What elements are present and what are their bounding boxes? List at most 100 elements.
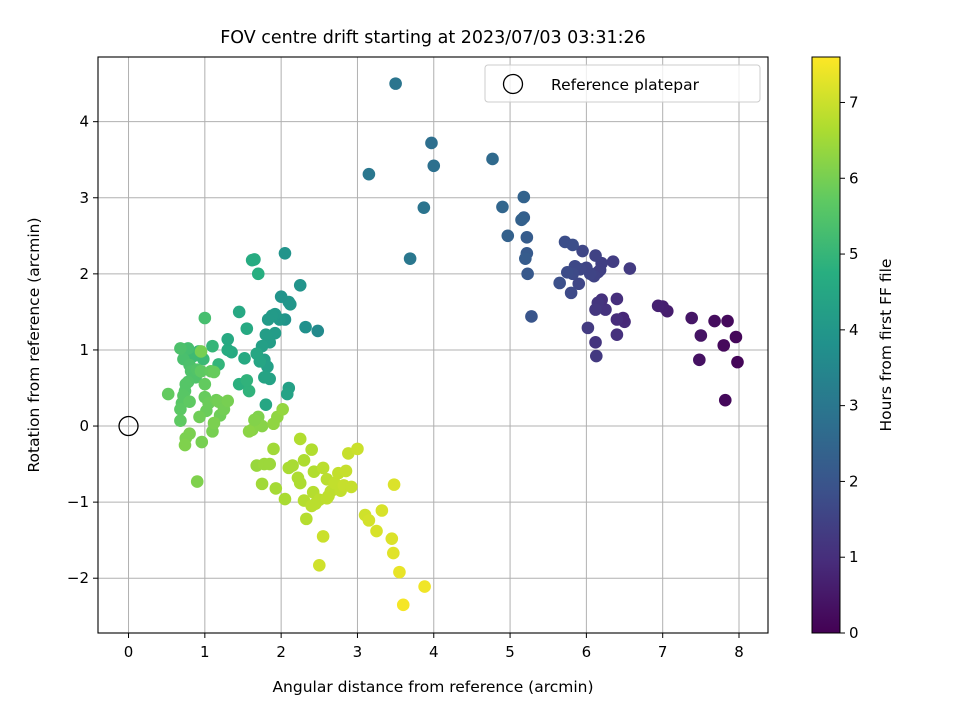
- data-point: [370, 524, 383, 538]
- data-point: [255, 477, 269, 491]
- data-point: [403, 252, 417, 265]
- data-point: [278, 492, 292, 506]
- data-point: [345, 480, 358, 494]
- data-point: [311, 324, 325, 338]
- data-point: [194, 345, 208, 358]
- data-point: [610, 328, 624, 342]
- data-point: [258, 371, 271, 384]
- chart-title: FOV centre drift starting at 2023/07/03 …: [220, 28, 646, 48]
- data-point: [572, 277, 586, 291]
- data-point: [718, 393, 732, 407]
- data-point: [418, 580, 431, 593]
- data-point: [221, 343, 235, 357]
- data-point: [316, 461, 330, 475]
- data-point: [708, 314, 721, 328]
- data-point: [501, 229, 515, 243]
- data-point: [269, 482, 283, 495]
- colorbar-tick-label: 4: [849, 321, 859, 339]
- data-point: [259, 398, 273, 412]
- data-point: [566, 238, 579, 252]
- data-point: [267, 442, 280, 456]
- y-tick-label: 4: [79, 113, 89, 131]
- data-point: [207, 416, 221, 430]
- data-point: [396, 598, 410, 612]
- reference-platepar-marker: [118, 415, 139, 437]
- colorbar-tick-label: 3: [849, 397, 859, 415]
- data-points: [161, 77, 744, 612]
- data-point: [387, 478, 401, 491]
- data-point: [729, 330, 743, 344]
- x-axis-ticks: 0 1 2 3 4 5 6 7 8: [124, 633, 744, 661]
- y-tick-label: 0: [79, 417, 89, 435]
- y-tick-label: 1: [79, 341, 89, 359]
- data-point: [161, 387, 175, 401]
- y-tick-label: −1: [67, 493, 89, 511]
- data-point: [183, 395, 196, 408]
- colorbar-label: Hours from first FF file: [877, 259, 895, 432]
- data-point: [561, 266, 574, 279]
- data-point: [589, 336, 602, 349]
- data-point: [693, 353, 706, 367]
- legend: Reference platepar: [484, 64, 761, 103]
- colorbar-tick-label: 7: [849, 93, 859, 111]
- data-point: [232, 305, 246, 319]
- data-point: [194, 364, 208, 378]
- data-point: [193, 410, 206, 424]
- data-point: [198, 311, 212, 325]
- data-point: [263, 457, 276, 471]
- y-axis-ticks: −2 −1 0 1 2 3 4: [67, 113, 98, 587]
- data-point: [207, 365, 221, 379]
- data-point: [238, 352, 251, 365]
- colorbar-tick-label: 5: [849, 245, 859, 263]
- colorbar-tick-label: 6: [849, 169, 859, 187]
- x-tick-label: 0: [124, 643, 134, 661]
- data-point: [610, 313, 624, 326]
- data-point: [293, 278, 307, 292]
- data-point: [581, 321, 595, 335]
- data-point: [312, 558, 326, 572]
- data-point: [564, 286, 578, 300]
- data-point: [519, 252, 532, 265]
- data-point: [496, 200, 509, 214]
- data-point: [240, 374, 254, 387]
- data-point: [623, 262, 637, 275]
- data-point: [375, 504, 389, 517]
- data-point: [174, 342, 187, 355]
- x-tick-label: 4: [429, 643, 439, 661]
- data-point: [174, 414, 187, 428]
- data-point: [517, 190, 531, 204]
- data-point: [221, 332, 235, 346]
- x-tick-label: 6: [582, 643, 592, 661]
- data-point: [280, 387, 294, 401]
- x-tick-label: 1: [200, 643, 210, 661]
- data-point: [316, 530, 330, 543]
- data-point: [242, 384, 256, 398]
- data-point: [293, 432, 307, 446]
- x-tick-label: 3: [353, 643, 363, 661]
- data-point: [515, 213, 528, 227]
- data-point: [174, 402, 187, 416]
- data-point: [276, 402, 289, 416]
- colorbar-tick-label: 1: [849, 548, 859, 566]
- data-point: [590, 349, 603, 363]
- data-point: [221, 394, 235, 408]
- data-point: [245, 253, 259, 267]
- x-tick-label: 7: [658, 643, 668, 661]
- data-point: [250, 347, 264, 361]
- data-point: [576, 244, 589, 258]
- data-point: [606, 255, 620, 268]
- data-point: [300, 512, 313, 526]
- y-tick-label: −2: [67, 569, 89, 587]
- data-point: [521, 267, 534, 281]
- data-point: [242, 425, 256, 438]
- data-point: [351, 442, 364, 456]
- colorbar-ticks: 0 1 2 3 4 5 6 7: [840, 93, 859, 642]
- data-point: [195, 435, 209, 449]
- data-point: [721, 314, 734, 328]
- data-point: [339, 464, 353, 478]
- data-point: [417, 201, 431, 214]
- data-point: [261, 313, 275, 326]
- data-point: [525, 310, 538, 323]
- data-point: [190, 475, 204, 488]
- data-point: [610, 292, 624, 306]
